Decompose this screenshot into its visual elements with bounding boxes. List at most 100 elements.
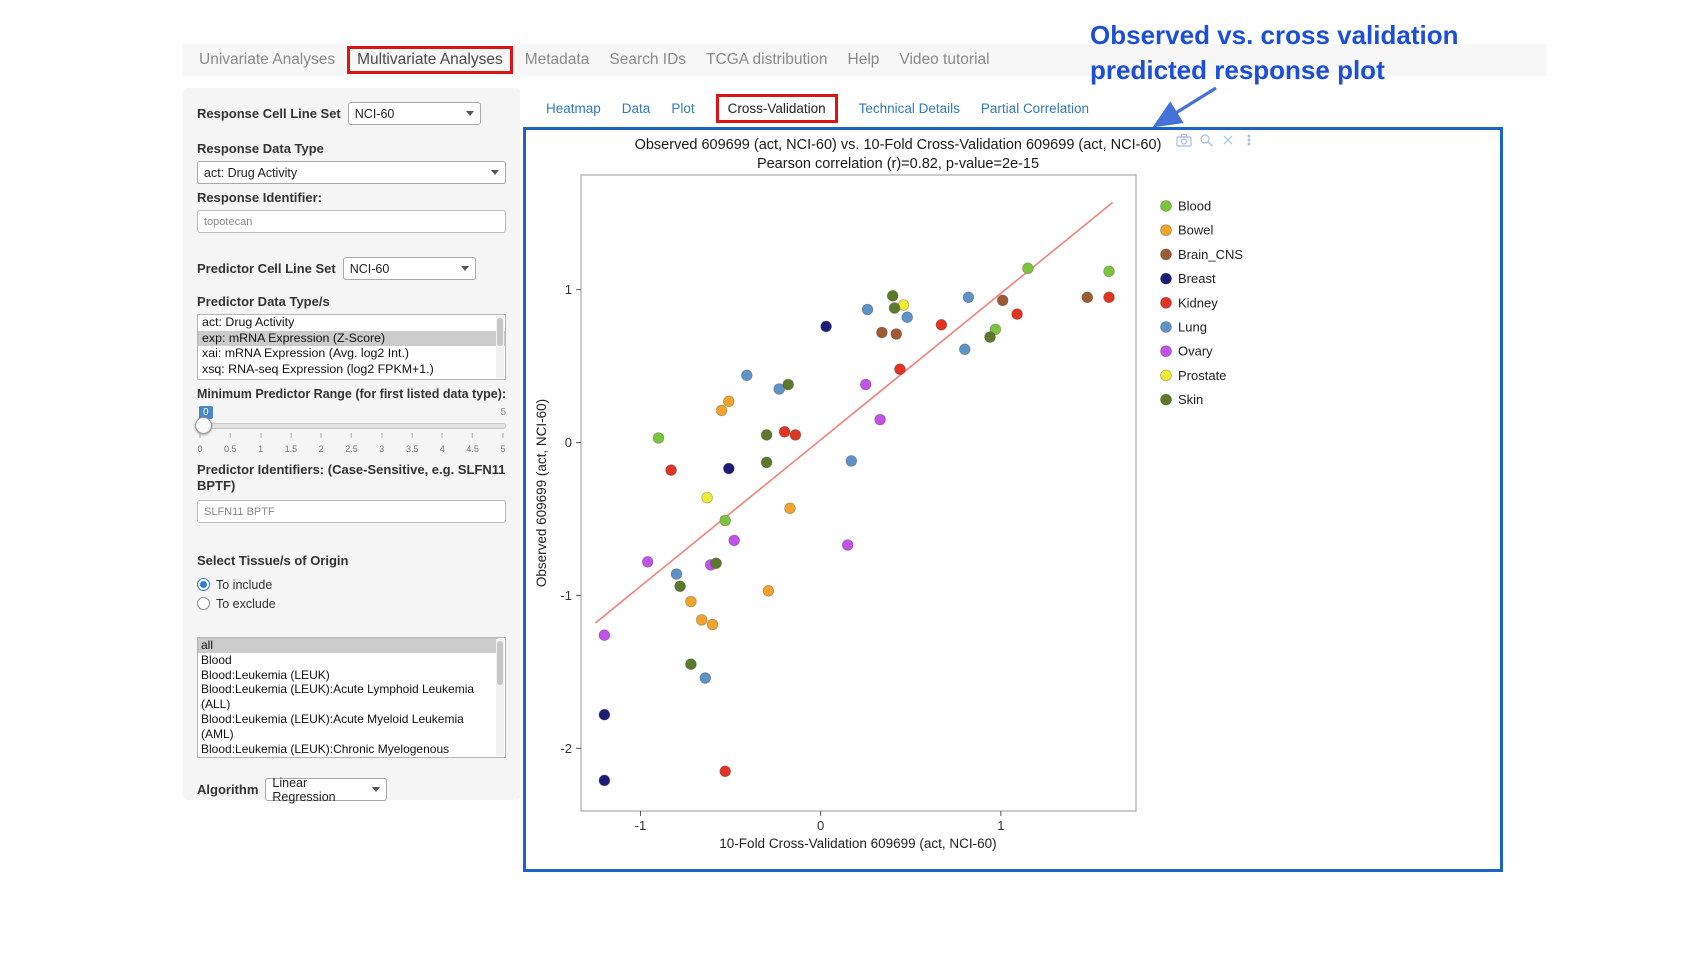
slider-tick-1: 1 xyxy=(258,433,263,457)
tissue-option-all[interactable]: all xyxy=(198,638,498,653)
response-cell-line-set-value: NCI-60 xyxy=(354,106,395,121)
predictor-data-type-option-act-drug-activity[interactable]: act: Drug Activity xyxy=(202,315,295,329)
data-point-blood xyxy=(989,323,1002,336)
min-predictor-range-label: Minimum Predictor Range (for first liste… xyxy=(197,387,507,401)
algorithm-select[interactable]: Linear Regression xyxy=(265,776,388,804)
data-point-lung xyxy=(958,343,971,356)
slider-tick-label: 5 xyxy=(500,444,506,454)
data-point-blood xyxy=(652,432,665,444)
slider-tick-mark xyxy=(441,433,443,438)
slider-tick-mark xyxy=(411,433,413,438)
tissue-option-blood-leukemia-leuk-acute-lymphoid-leukemia-all[interactable]: Blood:Leukemia (LEUK):Acute Lymphoid Leu… xyxy=(201,682,475,712)
scrollbar-thumb[interactable] xyxy=(497,641,503,685)
predictor-data-type-option-exp-mrna-expression-z-score[interactable]: exp: mRNA Expression (Z-Score) xyxy=(198,330,505,346)
legend-item-skin[interactable]: Skin xyxy=(1160,392,1204,407)
data-point-blood xyxy=(1103,265,1115,278)
predictor-cell-line-set-label: Predictor Cell Line Set xyxy=(197,260,336,276)
legend-item-brain-cns[interactable]: Brain_CNS xyxy=(1160,247,1244,262)
scrollbar[interactable] xyxy=(496,316,504,378)
legend-label-ovary: Ovary xyxy=(1178,344,1213,359)
data-point-skin xyxy=(760,429,773,441)
tissue-listbox[interactable]: all Blood Blood:Leukemia (LEUK) Blood:Leuke… xyxy=(197,637,506,758)
annotation-line2: predicted response plot xyxy=(1090,55,1385,85)
tab-heatmap[interactable]: Heatmap xyxy=(546,100,601,116)
legend-item-bowel[interactable]: Bowel xyxy=(1160,223,1214,238)
nav-tab-multivariate-analyses[interactable]: Multivariate Analyses xyxy=(347,46,513,74)
slider-tick-mark xyxy=(472,433,474,438)
annotation-line1: Observed vs. cross validation xyxy=(1090,20,1459,50)
close-icon[interactable] xyxy=(1221,133,1235,147)
legend-label-blood: Blood xyxy=(1178,199,1211,214)
radio-selected-icon xyxy=(197,578,210,591)
nav-tab-univariate-analyses[interactable]: Univariate Analyses xyxy=(199,51,336,68)
data-point-ovary xyxy=(641,555,654,568)
y-axis-tick-label: 1 xyxy=(565,282,572,297)
nav-tab-video-tutorial[interactable]: Video tutorial xyxy=(899,51,990,68)
predictor-data-type-option-xsq-rna-seq-expression-log2-fpkm-1[interactable]: xsq: RNA-seq Expression (log2 FPKM+1.) xyxy=(202,361,434,376)
data-point-prostate xyxy=(701,491,713,504)
response-identifier-input[interactable] xyxy=(197,210,506,233)
response-cell-line-set-select[interactable]: NCI-60 xyxy=(347,102,481,125)
predictor-data-types-listbox[interactable]: act: Drug Activity exp: mRNA Expression (… xyxy=(197,314,506,380)
tab-cross-validation[interactable]: Cross-Validation xyxy=(715,93,838,123)
slider-tick-label: 3 xyxy=(379,444,385,454)
tissue-origin-label: Select Tissue/s of Origin xyxy=(197,553,349,568)
legend-item-lung[interactable]: Lung xyxy=(1160,320,1207,335)
predictor-cell-line-set-select[interactable]: NCI-60 xyxy=(342,257,476,280)
tissue-option-blood-leukemia-leuk-acute-myeloid-leukemia-aml[interactable]: Blood:Leukemia (LEUK):Acute Myeloid Leuk… xyxy=(201,711,464,741)
nav-tab-help[interactable]: Help xyxy=(847,51,880,68)
slider-tick-mark xyxy=(502,433,504,438)
nav-tab-search-ids[interactable]: Search IDs xyxy=(609,51,687,68)
tissue-option-blood-leukemia-leuk-chronic-myelogenous-leukemia-cml[interactable]: Blood:Leukemia (LEUK):Chronic Myelogenou… xyxy=(201,741,450,757)
scrollbar[interactable] xyxy=(496,639,504,756)
camera-icon[interactable] xyxy=(1176,133,1192,147)
legend-item-prostate[interactable]: Prostate xyxy=(1160,368,1227,383)
chevron-down-icon xyxy=(491,170,499,175)
tab-technical-details[interactable]: Technical Details xyxy=(858,100,960,116)
data-point-kidney xyxy=(1011,308,1023,320)
tab-data[interactable]: Data xyxy=(621,100,651,116)
annotation-arrow-icon xyxy=(1152,86,1217,128)
tissue-option-blood-leukemia-leuk[interactable]: Blood:Leukemia (LEUK) xyxy=(201,667,330,682)
radio-to-include[interactable]: To include xyxy=(197,575,506,594)
data-point-blood xyxy=(1022,262,1034,275)
legend-item-blood[interactable]: Blood xyxy=(1160,199,1212,214)
y-axis-tick-label: -2 xyxy=(560,741,572,756)
legend-item-ovary[interactable]: Ovary xyxy=(1160,344,1214,359)
legend-item-breast[interactable]: Breast xyxy=(1160,271,1216,286)
slider-track[interactable] xyxy=(197,423,506,429)
data-point-brain-cns xyxy=(1081,291,1094,304)
x-axis-tick-label: 0 xyxy=(817,818,824,833)
slider-handle[interactable] xyxy=(195,417,212,434)
data-point-lung xyxy=(699,672,712,684)
predictor-data-type-option-xai-mrna-expression-avg-log2-int[interactable]: xai: mRNA Expression (Avg. log2 Int.) xyxy=(202,346,410,360)
slider-tick-4: 4 xyxy=(440,433,445,457)
min-predictor-range-slider[interactable]: 0 5 0 0.5 1 1.5 2 2.5 3 3.5 4 4.5 5 xyxy=(195,406,506,457)
chart-subtitle: Pearson correlation (r)=0.82, p-value=2e… xyxy=(757,156,1039,172)
slider-tick-3-5: 3.5 xyxy=(406,433,418,457)
scrollbar-thumb[interactable] xyxy=(497,318,503,346)
data-point-lung xyxy=(962,291,975,304)
tab-partial-correlation[interactable]: Partial Correlation xyxy=(980,100,1089,116)
slider-tick-label: 1 xyxy=(258,444,264,454)
tissue-option-blood[interactable]: Blood xyxy=(201,652,232,667)
predictor-identifiers-input[interactable] xyxy=(197,500,506,523)
sidebar-panel: Response Cell Line Set NCI-60 Response D… xyxy=(183,88,520,804)
tab-plot[interactable]: Plot xyxy=(671,100,695,116)
zoom-icon[interactable] xyxy=(1199,133,1214,147)
nav-tab-tcga-distribution[interactable]: TCGA distribution xyxy=(706,51,828,68)
data-point-bowel xyxy=(706,618,719,631)
slider-tick-label: 2.5 xyxy=(345,444,358,454)
data-point-kidney xyxy=(719,765,732,778)
more-icon[interactable] xyxy=(1242,133,1256,147)
data-point-skin xyxy=(888,302,901,314)
response-data-type-select[interactable]: act: Drug Activity xyxy=(197,161,506,184)
radio-to-exclude[interactable]: To exclude xyxy=(197,594,506,613)
y-axis-title: Observed 609699 (act, NCI-60) xyxy=(534,399,549,587)
legend-item-kidney[interactable]: Kidney xyxy=(1160,295,1219,310)
nav-tab-metadata[interactable]: Metadata xyxy=(524,51,590,68)
radio-to-exclude-label: To exclude xyxy=(216,596,276,611)
data-point-lung xyxy=(670,568,683,580)
legend-label-lung: Lung xyxy=(1178,320,1207,335)
data-point-skin xyxy=(984,331,996,343)
